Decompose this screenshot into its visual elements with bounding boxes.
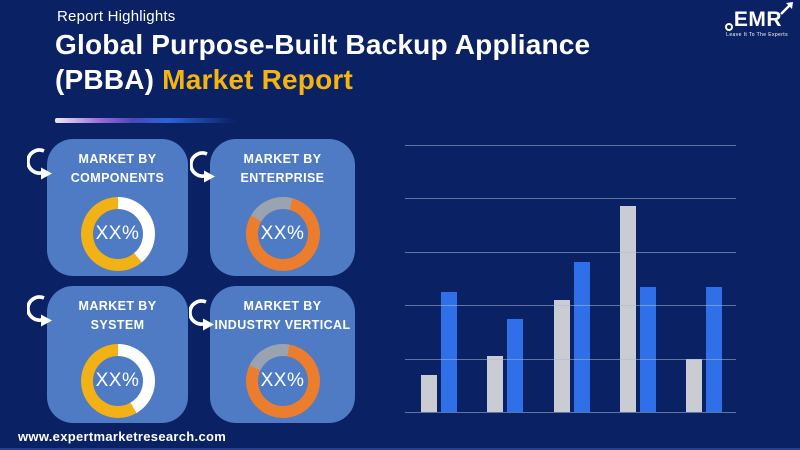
donut-hole: XX% bbox=[92, 209, 143, 259]
growth-arrow-icon bbox=[780, 2, 793, 15]
page-title: Global Purpose-Built Backup Appliance (P… bbox=[55, 27, 590, 97]
donut-chart: XX% bbox=[80, 197, 155, 271]
logo-text: EMR bbox=[733, 8, 782, 31]
gray-series-bar bbox=[619, 206, 636, 412]
chart-gridline bbox=[405, 412, 736, 413]
donut-chart: XX% bbox=[80, 344, 155, 418]
gray-series-bar bbox=[686, 358, 702, 412]
gray-series-bar bbox=[421, 374, 437, 412]
chart-gridline bbox=[405, 358, 736, 360]
loop-arrow-icon bbox=[189, 299, 214, 331]
donut-hole: XX% bbox=[92, 356, 143, 406]
card-title: MARKET BY INDUSTRY VERTICAL bbox=[215, 297, 351, 335]
blue-series-bar bbox=[573, 262, 590, 412]
card-title-line1: MARKET BY bbox=[243, 152, 322, 166]
page-title-line2-accent: Market Report bbox=[162, 64, 354, 95]
bar-group bbox=[619, 145, 656, 412]
donut-hole: XX% bbox=[257, 356, 308, 406]
card-title-line1: MARKET BY bbox=[78, 299, 157, 313]
market-segment-card: MARKET BY COMPONENTS XX% bbox=[47, 139, 188, 276]
card-title-line2: ENTERPRISE bbox=[240, 171, 325, 185]
card-title-line2: INDUSTRY VERTICAL bbox=[214, 318, 351, 332]
loop-arrow-icon bbox=[190, 151, 215, 183]
card-title: MARKET BY SYSTEM bbox=[79, 297, 157, 335]
chart-gridline bbox=[405, 251, 736, 253]
bar-group bbox=[686, 145, 722, 412]
donut-chart: XX% bbox=[245, 197, 320, 271]
loop-arrow-icon bbox=[27, 148, 52, 180]
loop-arrow-icon bbox=[27, 295, 52, 327]
logo-tagline: Leave It To The Experts bbox=[726, 32, 788, 38]
gray-series-bar bbox=[553, 299, 570, 412]
donut-chart: XX% bbox=[245, 344, 320, 418]
card-title: MARKET BY COMPONENTS bbox=[71, 150, 165, 188]
donut-value-label: XX% bbox=[95, 223, 140, 244]
blue-series-bar bbox=[706, 286, 722, 412]
market-segment-card: MARKET BY ENTERPRISE XX% bbox=[210, 139, 355, 276]
bar-group bbox=[487, 145, 524, 412]
chart-gridline bbox=[405, 305, 736, 307]
logo-ring-icon bbox=[724, 23, 733, 31]
market-segment-card: MARKET BY INDUSTRY VERTICAL XX% bbox=[210, 286, 355, 423]
gray-series-bar bbox=[487, 355, 504, 412]
market-segment-card: MARKET BY SYSTEM XX% bbox=[47, 286, 188, 423]
donut-value-label: XX% bbox=[260, 223, 305, 244]
bar-chart-plot-area bbox=[405, 145, 736, 412]
donut-value-label: XX% bbox=[260, 370, 305, 391]
bar-chart bbox=[405, 145, 736, 413]
website-url-link[interactable]: www.expertmarketresearch.com bbox=[18, 429, 227, 444]
card-title: MARKET BY ENTERPRISE bbox=[241, 150, 325, 188]
chart-gridline bbox=[405, 198, 736, 200]
card-title-line1: MARKET BY bbox=[243, 299, 322, 313]
bottom-edge-strip bbox=[0, 448, 800, 450]
page-title-line2-white: (PBBA) bbox=[55, 64, 155, 95]
blue-series-bar bbox=[639, 286, 656, 412]
blue-series-bar bbox=[441, 291, 457, 412]
bar-group bbox=[421, 145, 457, 412]
emr-logo: EMR Leave It To The Experts bbox=[710, 2, 793, 38]
card-title-line2: SYSTEM bbox=[90, 318, 145, 332]
donut-hole: XX% bbox=[257, 209, 308, 259]
blue-series-bar bbox=[507, 318, 524, 412]
card-title-line2: COMPONENTS bbox=[70, 171, 165, 185]
page-title-line1: Global Purpose-Built Backup Appliance bbox=[55, 29, 591, 60]
report-eyebrow: Report Highlights bbox=[57, 8, 176, 25]
title-underline-gradient bbox=[55, 118, 260, 123]
card-title-line1: MARKET BY bbox=[78, 152, 157, 166]
donut-value-label: XX% bbox=[95, 370, 140, 391]
chart-gridline bbox=[405, 145, 736, 146]
bar-group bbox=[553, 145, 590, 412]
